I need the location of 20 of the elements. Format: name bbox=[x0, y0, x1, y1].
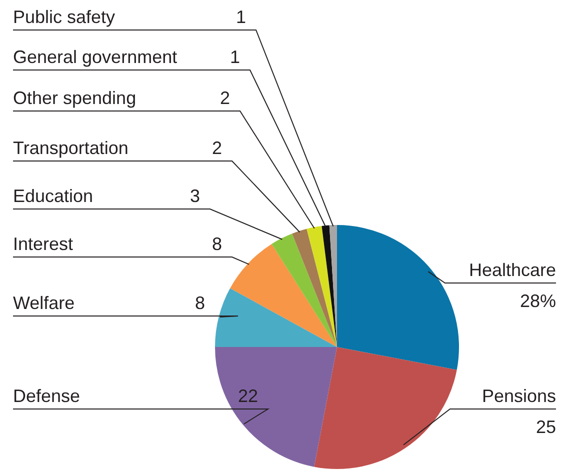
data-label: 25 bbox=[536, 417, 556, 437]
data-label: 1 bbox=[230, 47, 240, 67]
data-label: 1 bbox=[236, 7, 246, 27]
slice-label: Pensions bbox=[482, 386, 556, 406]
data-label: 2 bbox=[212, 138, 222, 158]
data-label: 2 bbox=[220, 88, 230, 108]
data-label: 8 bbox=[212, 234, 222, 254]
data-label: 22 bbox=[238, 386, 258, 406]
slice-label: Other spending bbox=[13, 88, 136, 108]
data-label: 8 bbox=[194, 293, 205, 313]
data-label: 28% bbox=[520, 291, 556, 311]
slice-label: Welfare bbox=[13, 293, 75, 313]
slice-label: Transportation bbox=[13, 138, 128, 158]
data-label: 3 bbox=[190, 186, 200, 206]
slice-label: Public safety bbox=[13, 7, 116, 27]
slice-label: Healthcare bbox=[468, 260, 556, 280]
slice-label: Interest bbox=[13, 234, 74, 254]
slice-label: Defense bbox=[13, 386, 80, 406]
slice-label: Education bbox=[13, 186, 94, 206]
slice-label: General government bbox=[13, 47, 178, 67]
